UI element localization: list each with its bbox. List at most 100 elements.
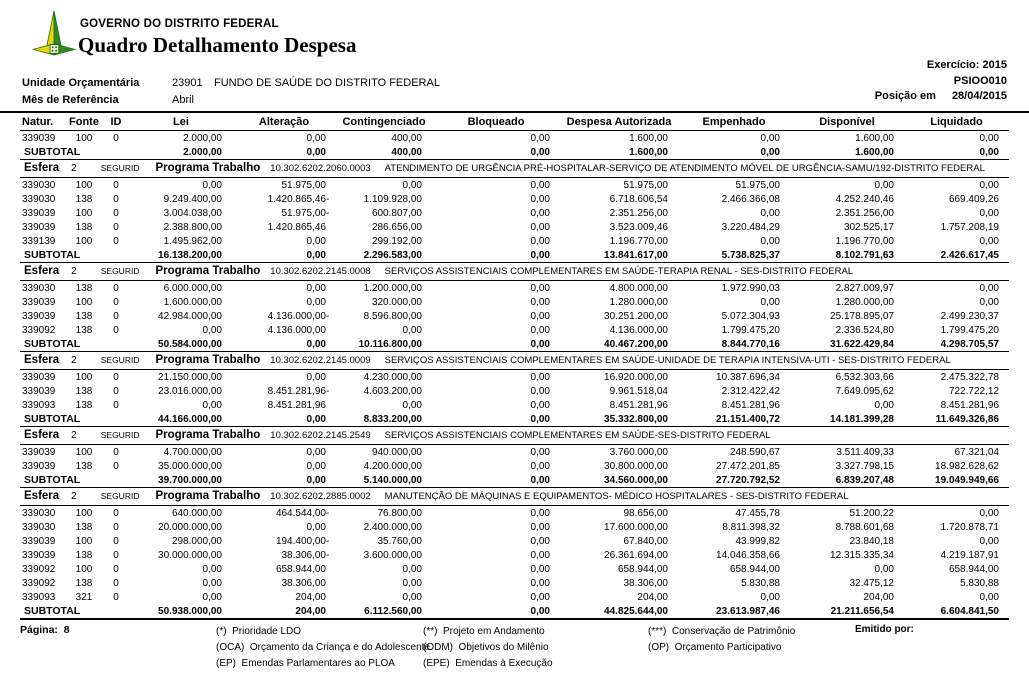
page-number-value: 8 [63,624,70,636]
subtotal-label: SUBTOTAL [24,248,81,261]
exercicio-value: 2015 [982,59,1007,71]
cell-contingenciado: 0,00 [402,399,422,411]
table-row: 339039 100 0 2.000,00 0,00 400,00 0,00 1.600,00… [20,131,1009,146]
cell-bloqueado: 0,00 [530,577,550,589]
cell-alteracao: 0,00 [306,338,326,350]
cell-fonte: 100 [75,207,93,219]
cell-empenhado: 3.220.484,29 [721,221,780,233]
cell-fonte: 138 [75,460,93,472]
cell-lei: 50.938.000,00 [158,605,222,617]
cell-fonte: 138 [75,310,93,322]
esfera-regime: SEGURID [100,163,140,173]
legend-column-1: (*) Prioridade LDO (OCA) Orçamento da Cri… [216,624,430,672]
cell-despesa-autorizada: 16.920.000,00 [604,371,668,383]
government-name: GOVERNO DO DISTRITO FEDERAL [80,18,279,30]
cell-liquidado: 722.722,12 [948,385,999,397]
programa-trabalho-description: ATENDIMENTO DE URGÊNCIA PRÉ-HOSPITALAR-S… [384,163,985,174]
cell-liquidado: 0,00 [979,207,999,219]
unidade-name: FUNDO DE SAÚDE DO DISTRITO FEDERAL [214,77,440,89]
cell-contingenciado: 5.140.000,00 [363,474,422,486]
cell-liquidado: 1.720.878,71 [940,521,999,533]
cell-lei: 0,00 [202,324,222,336]
table-row: 339030 138 0 6.000.000,00 0,00 1.200.000,00 0,… [20,281,1009,296]
esfera-regime: SEGURID [100,266,140,276]
cell-id: 0 [113,460,119,472]
subtotal-label: SUBTOTAL [24,473,81,486]
esfera-label: Esfera [24,490,60,502]
cell-contingenciado: 8.833.200,00 [363,413,422,425]
cell-despesa-autorizada: 2.351.256,00 [609,207,668,219]
esfera-number: 2 [71,491,77,502]
programa-trabalho-code: 10.302.6202.2145.2549 [270,430,371,441]
cell-despesa-autorizada: 26.361.694,00 [604,549,668,561]
cell-despesa-autorizada: 1.280.000,00 [609,296,668,308]
cell-liquidado: 2.475.322,78 [940,371,999,383]
cell-liquidado: 0,00 [979,282,999,294]
cell-liquidado: 0,00 [979,296,999,308]
emitido-por-label: Emitido por: [855,624,914,635]
cell-fonte: 100 [75,132,93,144]
cell-bloqueado: 0,00 [530,132,550,144]
cell-empenhado: 0,00 [760,132,780,144]
column-header-disponivel: Disponível [790,113,904,131]
cell-bloqueado: 0,00 [530,563,550,575]
cell-natur: 339039 [22,296,56,308]
cell-liquidado: 1.799.475,20 [940,324,999,336]
programa-trabalho-description: SERVIÇOS ASSISTENCIAIS COMPLEMENTARES EM… [384,266,854,277]
gdf-coat-of-arms-icon [31,10,77,56]
cell-bloqueado: 0,00 [530,549,550,561]
cell-natur: 339039 [22,371,56,383]
page-number-label: Página: [20,624,58,636]
column-header-alteracao: Alteração [232,113,336,131]
cell-alteracao: 0,00 [306,296,326,308]
esfera-label: Esfera [24,429,60,441]
cell-disponivel: 6.532.303,66 [835,371,894,383]
cell-contingenciado: 400,00 [391,146,422,158]
cell-natur: 339039 [22,535,56,547]
table-row: 339030 100 0 640.000,00 464.544,00- 76.800,00… [20,506,1009,521]
esfera-regime: SEGURID [100,491,140,501]
esfera-number: 2 [71,355,77,366]
cell-contingenciado: 320.000,00 [371,296,422,308]
cell-id: 0 [113,535,119,547]
cell-fonte: 100 [75,535,93,547]
cell-liquidado: 0,00 [979,591,999,603]
cell-liquidado: 2.499.230,37 [940,310,999,322]
cell-bloqueado: 0,00 [530,413,550,425]
cell-alteracao: 1.420.865,46 [267,221,326,233]
cell-disponivel: 51.200,22 [849,507,895,519]
esfera-header-row: Esfera 2 SEGURID Programa Trabalho 10.302.62… [20,426,1009,445]
cell-disponivel: 6.839.207,48 [835,474,894,486]
cell-id: 0 [113,296,119,308]
esfera-regime: SEGURID [100,355,140,365]
programa-trabalho-label: Programa Trabalho [155,265,261,277]
cell-empenhado: 0,00 [760,591,780,603]
report-code: PSIOO010 [953,74,1007,87]
cell-disponivel: 14.181.399,28 [830,413,894,425]
cell-alteracao: 0,00 [306,371,326,383]
cell-alteracao: 38.306,00 [281,577,327,589]
cell-disponivel: 0,00 [874,179,894,191]
esfera-header-row: Esfera 2 SEGURID Programa Trabalho 10.302.62… [20,159,1009,178]
cell-bloqueado: 0,00 [530,221,550,233]
cell-empenhado: 5.830,88 [741,577,780,589]
cell-fonte: 138 [75,549,93,561]
cell-id: 0 [113,563,119,575]
cell-natur: 339039 [22,132,56,144]
cell-bloqueado: 0,00 [530,207,550,219]
cell-natur: 339039 [22,385,56,397]
cell-despesa-autorizada: 1.600,00 [629,132,668,144]
esfera-number: 2 [71,430,77,441]
mes-label: Mês de Referência [22,94,119,106]
column-header-id: ID [102,113,130,131]
cell-empenhado: 47.455,78 [735,507,781,519]
cell-contingenciado: 6.112.560,00 [364,605,422,617]
cell-disponivel: 21.211.656,54 [830,605,894,617]
cell-bloqueado: 0,00 [530,474,550,486]
cell-empenhado: 5.072.304,93 [721,310,780,322]
cell-contingenciado: 1.109.928,00 [363,193,422,205]
table-row: 339039 100 0 4.700.000,00 0,00 940.000,00 0,00… [20,445,1009,460]
cell-lei: 21.150.000,00 [158,371,222,383]
cell-alteracao: 204,00 [295,605,326,617]
cell-id: 0 [113,577,119,589]
